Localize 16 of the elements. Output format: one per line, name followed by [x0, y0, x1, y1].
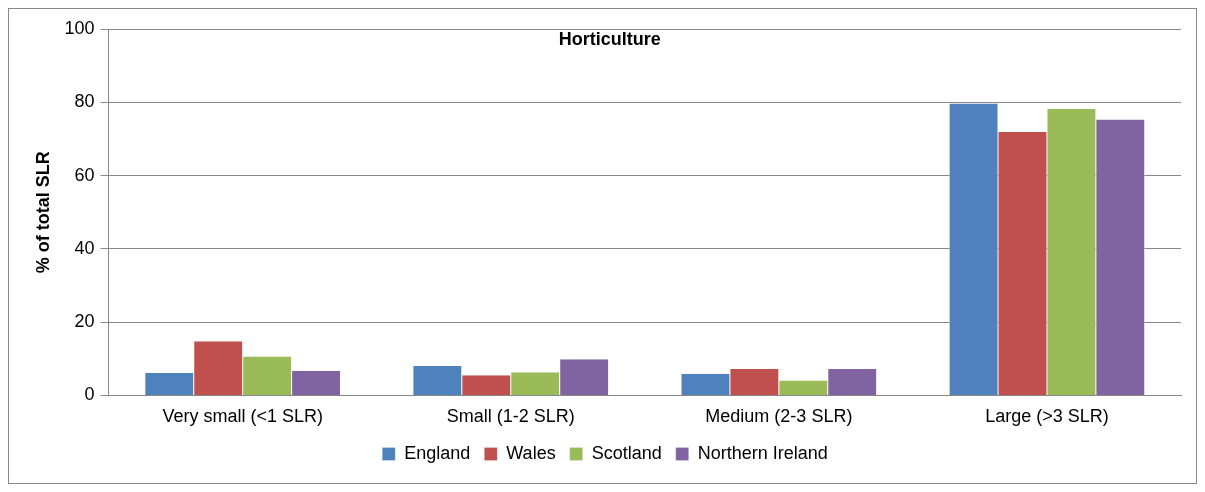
- y-tick-label: 80: [74, 91, 95, 112]
- legend-label: Scotland: [591, 442, 662, 463]
- legend-label: England: [404, 442, 471, 463]
- x-tick-label: Small (1-2 SLR): [446, 406, 575, 427]
- y-tick-label: 100: [64, 17, 95, 38]
- chart-title: Horticulture: [558, 28, 661, 49]
- x-tick-label: Medium (2-3 SLR): [705, 406, 853, 427]
- y-tick-label: 0: [84, 384, 95, 405]
- legend-label: Wales: [506, 442, 556, 463]
- legend-label: Northern Ireland: [697, 442, 828, 463]
- y-axis-title: % of total SLR: [32, 151, 53, 274]
- x-tick-label: Large (>3 SLR): [985, 406, 1109, 427]
- y-tick-label: 40: [74, 237, 95, 258]
- y-tick-label: 20: [74, 311, 95, 332]
- y-tick-label: 60: [74, 164, 95, 185]
- x-tick-label: Very small (<1 SLR): [162, 406, 323, 427]
